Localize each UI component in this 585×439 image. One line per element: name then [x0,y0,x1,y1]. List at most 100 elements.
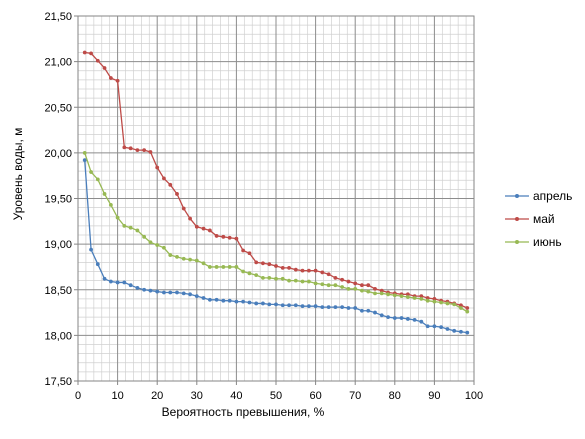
data-point [267,302,272,307]
legend-marker [515,194,519,198]
data-point [353,281,358,286]
data-point [201,296,206,300]
data-point [392,316,397,320]
x-axis-label: Вероятность превышения, % [162,405,325,419]
data-point [122,280,127,285]
data-point [128,225,133,230]
data-point [201,261,206,266]
data-point [300,268,305,273]
data-point [82,50,87,55]
data-point [95,177,100,182]
data-point [261,301,265,306]
data-point [102,192,107,196]
legend-label: июнь [533,235,562,249]
data-point [373,286,377,291]
data-point [175,255,179,259]
data-point [135,148,140,153]
data-point [459,306,463,310]
data-point [293,303,298,308]
data-point [115,280,120,285]
data-point [360,283,364,288]
data-point [280,276,285,281]
data-point [227,298,232,303]
data-point [306,268,311,273]
data-point [313,304,318,309]
data-point [221,234,226,239]
data-point [399,316,404,320]
data-point [439,300,444,305]
data-point [194,258,199,263]
data-point [425,296,430,300]
data-point [142,148,147,153]
data-point [261,261,265,266]
data-point [392,293,397,298]
data-point [234,299,239,304]
data-point [207,265,212,269]
data-point [122,145,127,150]
x-tick-label: 50 [270,390,282,402]
data-point [306,304,311,309]
data-point [346,279,351,284]
data-point [346,306,351,310]
data-point [274,276,278,281]
data-point [320,270,325,275]
legend-item: апрель [505,189,572,203]
data-point [214,297,219,302]
data-point [465,309,470,314]
x-tick-label: 10 [111,390,123,402]
data-point [181,291,186,296]
data-point [175,192,179,196]
data-point [405,317,410,321]
data-point [82,150,87,155]
data-point [181,256,186,261]
series-layer [82,50,470,335]
data-point [320,282,325,287]
data-point [366,308,371,313]
data-point [326,272,331,277]
x-tick-label: 60 [309,390,321,402]
legend-item: май [505,212,555,226]
y-tick-label: 20,50 [44,102,72,114]
data-point [102,276,107,281]
data-point [214,234,219,238]
data-point [135,228,140,233]
y-tick-label: 19,00 [44,239,72,251]
data-point [313,268,318,273]
data-point [373,310,377,315]
data-point [188,257,192,262]
data-point [207,297,212,302]
legend-label: май [533,212,555,226]
data-point [254,273,259,278]
data-point [419,294,424,299]
data-point [326,305,331,309]
data-point [340,285,345,289]
data-point [254,301,259,306]
data-point [181,206,186,211]
data-point [168,182,173,187]
data-point [320,305,325,309]
x-axis-ticks: 0 10 20 30 40 50 60 70 80 90 100 [75,381,483,402]
data-point [108,279,113,284]
data-point [412,296,417,300]
data-point [353,306,358,310]
y-tick-label: 21,00 [44,57,72,69]
legend-item: июнь [505,235,562,249]
data-point [405,292,410,297]
data-point [162,176,166,181]
data-point [459,329,463,334]
y-axis-label: Уровень воды, м [11,128,25,221]
data-point [201,226,206,231]
data-point [405,295,410,299]
data-point [432,296,437,301]
data-point [155,165,160,170]
data-point [379,288,384,293]
data-point [373,291,377,296]
data-point [300,304,305,309]
legend-marker [515,217,519,221]
data-point [346,286,351,291]
data-point [89,247,93,252]
data-point [439,325,444,330]
data-point [326,283,331,288]
data-point [425,324,430,329]
